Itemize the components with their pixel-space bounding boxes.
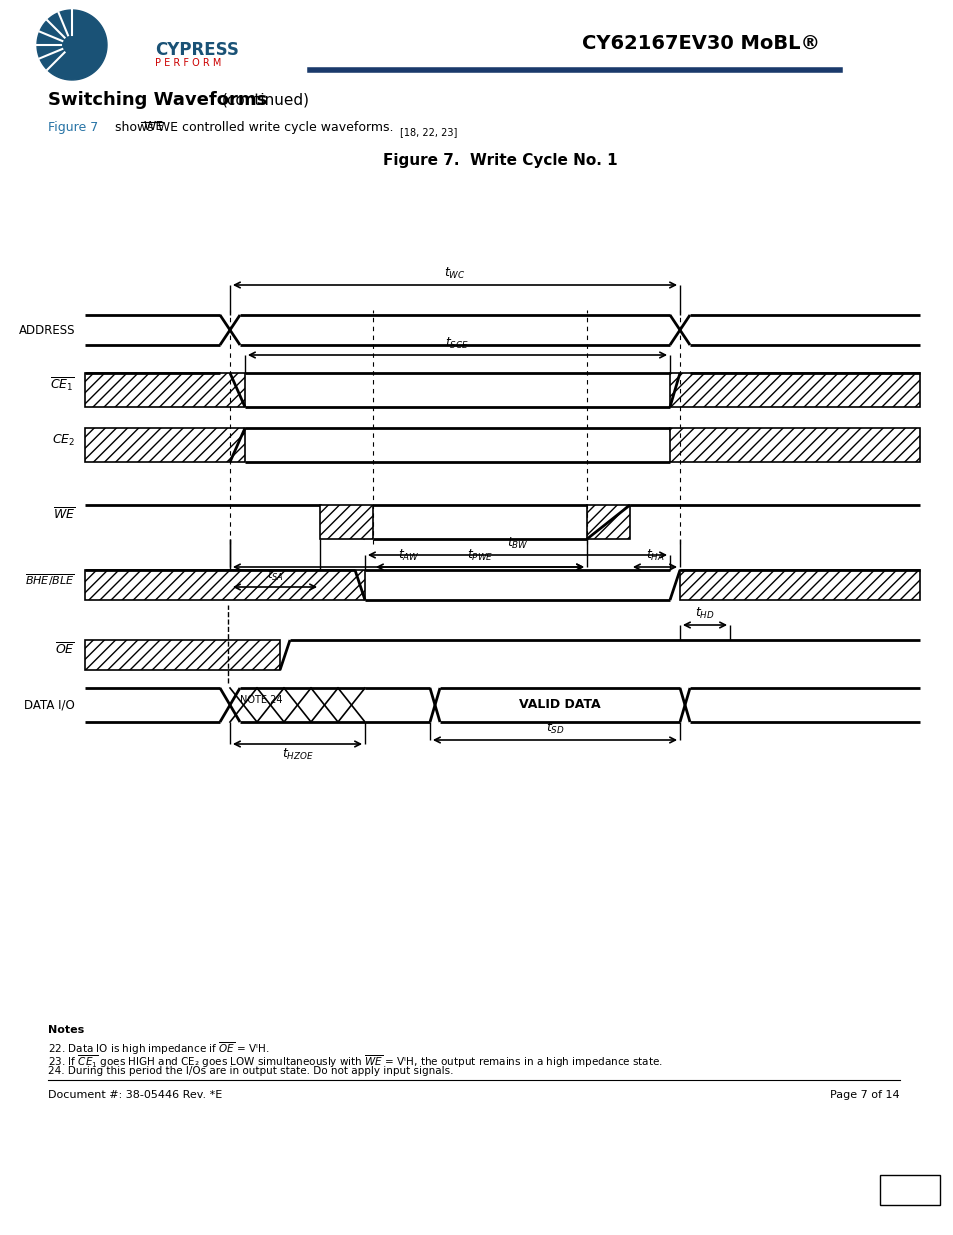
Polygon shape bbox=[669, 373, 919, 408]
Text: $\overline{OE}$: $\overline{OE}$ bbox=[55, 642, 75, 658]
Text: Switching Waveforms: Switching Waveforms bbox=[48, 91, 267, 109]
FancyBboxPatch shape bbox=[879, 1174, 939, 1205]
Text: 24. During this period the I/Os are in output state. Do not apply input signals.: 24. During this period the I/Os are in o… bbox=[48, 1066, 453, 1076]
Text: ADDRESS: ADDRESS bbox=[18, 324, 75, 336]
Polygon shape bbox=[85, 571, 365, 600]
Text: VALID DATA: VALID DATA bbox=[518, 699, 600, 711]
Text: $t_{AW}$: $t_{AW}$ bbox=[397, 548, 419, 563]
Text: Page 7 of 14: Page 7 of 14 bbox=[829, 1091, 899, 1100]
Text: DATA I/O: DATA I/O bbox=[24, 699, 75, 711]
Polygon shape bbox=[669, 429, 919, 462]
Text: shows WE controlled write cycle waveforms.: shows WE controlled write cycle waveform… bbox=[111, 121, 393, 133]
Text: $t_{WC}$: $t_{WC}$ bbox=[444, 266, 465, 282]
Text: NOTE 24: NOTE 24 bbox=[240, 695, 282, 705]
Text: $t_{BW}$: $t_{BW}$ bbox=[506, 536, 528, 551]
Text: P E R F O R M: P E R F O R M bbox=[154, 58, 221, 68]
Text: $\overline{CE_1}$: $\overline{CE_1}$ bbox=[51, 375, 75, 393]
Polygon shape bbox=[85, 640, 280, 671]
Text: $t_{SA}$: $t_{SA}$ bbox=[266, 568, 283, 583]
Text: CYPRESS: CYPRESS bbox=[154, 41, 238, 59]
Text: $\overline{WE}$: $\overline{WE}$ bbox=[52, 508, 75, 522]
Text: $t_{HZOE}$: $t_{HZOE}$ bbox=[281, 747, 314, 762]
Polygon shape bbox=[319, 505, 373, 538]
Text: $t_{SCE}$: $t_{SCE}$ bbox=[445, 336, 469, 351]
Polygon shape bbox=[586, 505, 629, 538]
Polygon shape bbox=[85, 373, 245, 408]
Text: 22. Data IO is high impedance if $\overline{OE}$ = VᴵH.: 22. Data IO is high impedance if $\overl… bbox=[48, 1040, 270, 1057]
Text: WE: WE bbox=[144, 121, 164, 133]
Text: $t_{SD}$: $t_{SD}$ bbox=[545, 721, 564, 736]
Text: $t_{HD}$: $t_{HD}$ bbox=[695, 606, 714, 621]
Text: Document #: 38-05446 Rev. *E: Document #: 38-05446 Rev. *E bbox=[48, 1091, 222, 1100]
Polygon shape bbox=[679, 571, 919, 600]
Text: $t_{PWE}$: $t_{PWE}$ bbox=[466, 548, 493, 563]
Text: [18, 22, 23]: [18, 22, 23] bbox=[399, 127, 456, 137]
Text: Figure 7: Figure 7 bbox=[48, 121, 98, 133]
Polygon shape bbox=[85, 429, 245, 462]
Text: Notes: Notes bbox=[48, 1025, 84, 1035]
Text: CY62167EV30 MoBL®: CY62167EV30 MoBL® bbox=[581, 33, 820, 53]
Text: $CE_2$: $CE_2$ bbox=[51, 432, 75, 447]
Text: Figure 7.  Write Cycle No. 1: Figure 7. Write Cycle No. 1 bbox=[382, 152, 617, 168]
Text: (continued): (continued) bbox=[222, 93, 310, 107]
Text: $\overline{BHE/BLE}$: $\overline{BHE/BLE}$ bbox=[26, 572, 75, 588]
Text: $t_{HA}$: $t_{HA}$ bbox=[645, 548, 663, 563]
Polygon shape bbox=[37, 10, 107, 80]
Text: 23. If $\overline{CE_1}$ goes HIGH and CE₂ goes LOW simultaneously with $\overli: 23. If $\overline{CE_1}$ goes HIGH and C… bbox=[48, 1053, 662, 1070]
